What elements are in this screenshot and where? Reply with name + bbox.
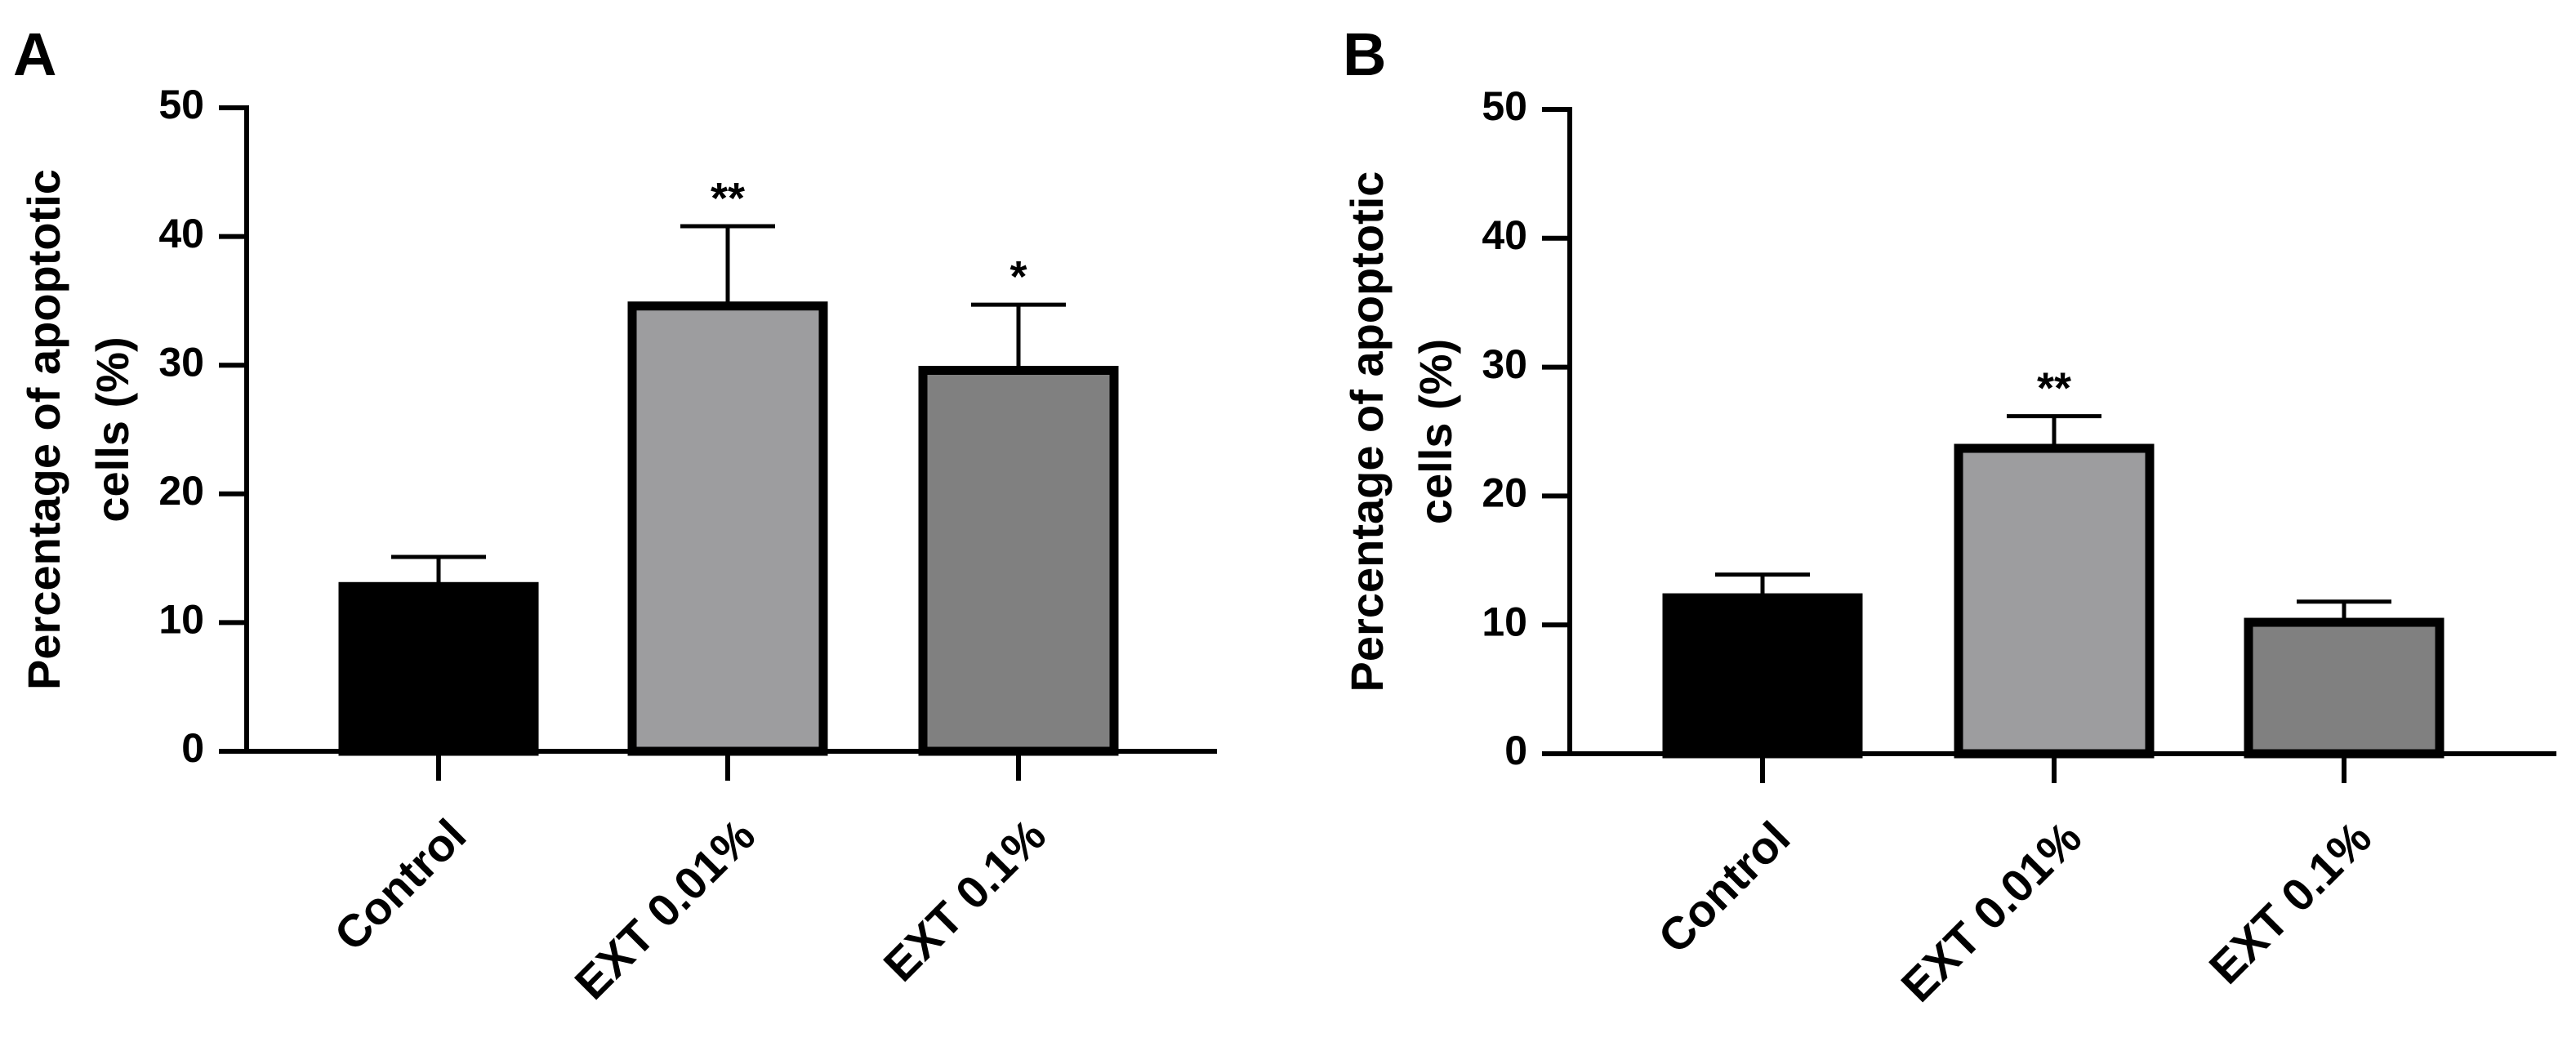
x-category-label: EXT 0.1% (2199, 812, 2382, 994)
significance-marker: ** (711, 174, 745, 223)
bar-control (338, 581, 539, 756)
y-tick-label: 50 (158, 82, 204, 127)
bar-control (1662, 593, 1863, 759)
y-tick-label: 30 (158, 339, 204, 385)
y-tick-label: 0 (1504, 728, 1527, 773)
y-tick-label: 50 (1482, 83, 1527, 129)
y-tick-label: 20 (1482, 470, 1527, 516)
y-tick-label: 40 (1482, 212, 1527, 258)
x-category-label: Control (1648, 812, 1799, 963)
y-axis-label-line: Percentage of apoptotic (1341, 171, 1393, 692)
x-category-label: EXT 0.01% (564, 809, 764, 1009)
significance-marker: * (1009, 252, 1027, 301)
x-category-label: Control (324, 809, 475, 960)
bar-ext-0-01 (627, 301, 828, 756)
y-axis-label-line: cells (%) (87, 336, 138, 522)
significance-marker: ** (2037, 364, 2071, 413)
y-tick-label: 20 (158, 468, 204, 514)
chart-panel-a: A Percentage of apoptotic cells (%) 0 10 20 30… (13, 20, 1217, 1009)
chart-panel-b: B Percentage of apoptotic cells (%) 0 10 20 30… (1341, 20, 2556, 1012)
x-category-label: EXT 0.01% (1891, 812, 2091, 1012)
panel-label: B (1343, 20, 1386, 88)
bar-ext-0-1 (2244, 617, 2445, 759)
y-tick-label: 10 (158, 597, 204, 643)
x-category-label: EXT 0.1% (874, 809, 1056, 991)
y-tick-label: 30 (1482, 341, 1527, 387)
panel-label: A (13, 20, 56, 88)
y-tick-label: 40 (158, 211, 204, 256)
y-axis-label-line: cells (%) (1410, 339, 1461, 524)
bar-ext-0-1 (918, 366, 1119, 756)
y-tick-label: 10 (1482, 599, 1527, 644)
bar-ext-0-01 (1954, 443, 2155, 759)
y-tick-label: 0 (181, 725, 204, 771)
y-axis-label-line: Percentage of apoptotic (18, 169, 69, 690)
